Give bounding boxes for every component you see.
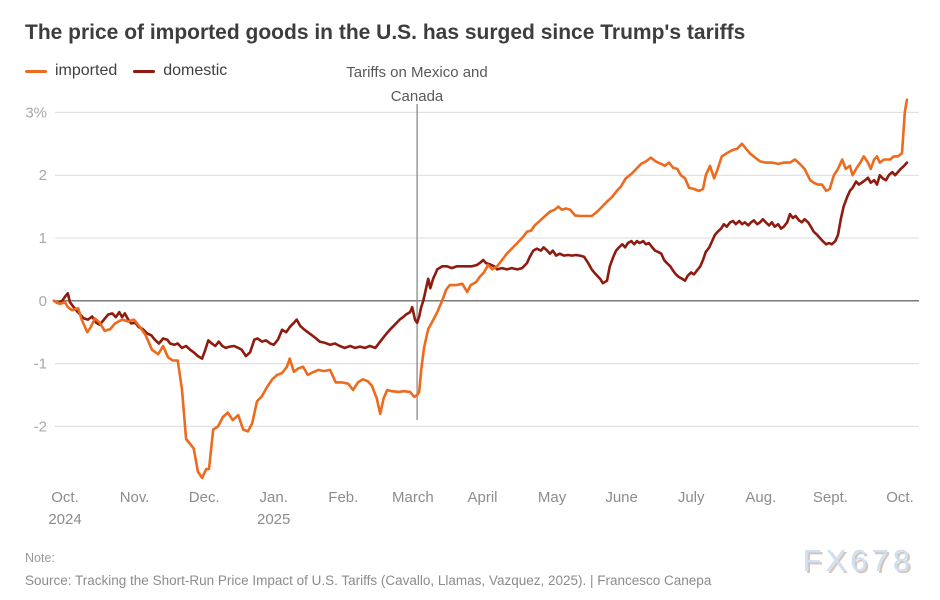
x-tick-label: Sept.	[813, 489, 848, 506]
event-annotation: Tariffs on Mexico and Canada	[297, 61, 537, 109]
imported-line-swatch	[25, 69, 47, 73]
x-tick-label: April	[467, 489, 497, 506]
x-tick-label: Jan.	[260, 489, 288, 506]
x-tick-label: June	[605, 489, 638, 506]
y-tick-label: -1	[34, 356, 47, 373]
event-annotation-line2: Canada	[390, 88, 444, 105]
y-tick-label: 1	[39, 230, 47, 247]
x-tick-label: Oct.	[886, 489, 914, 506]
legend-item-imported: imported	[25, 62, 117, 80]
gridlines	[55, 111, 919, 427]
note-label: Note:	[25, 551, 55, 565]
legend-label-imported: imported	[55, 62, 118, 79]
x-tick-label: Feb.	[328, 489, 358, 506]
event-annotation-line1: Tariffs on Mexico and	[346, 64, 488, 81]
series-lines	[52, 98, 909, 480]
y-tick-label: 3%	[25, 104, 47, 121]
x-tick-year-label: 2025	[257, 511, 290, 528]
y-tick-label: 2	[39, 167, 47, 184]
x-tick-label: March	[392, 489, 434, 506]
x-tick-label: Oct.	[51, 489, 79, 506]
watermark: FX678	[802, 543, 914, 578]
legend-item-domestic: domestic	[133, 62, 227, 80]
legend-label-domestic: domestic	[163, 62, 228, 79]
imported-line	[52, 98, 909, 480]
source-text: Source: Tracking the Short-Run Price Imp…	[25, 573, 712, 588]
x-axis-labels: Oct. 2024 Nov. Dec. Jan. 2025 Feb. March April Ma…	[48, 489, 913, 528]
x-tick-label: Nov.	[120, 489, 150, 506]
y-tick-label: -2	[34, 418, 47, 435]
x-tick-year-label: 2024	[48, 511, 81, 528]
x-tick-label: Aug.	[745, 489, 776, 506]
x-tick-label: May	[538, 489, 567, 506]
x-tick-label: Dec.	[189, 489, 220, 506]
domestic-line-swatch	[133, 69, 156, 73]
legend: imported domestic	[25, 62, 227, 80]
x-tick-label: July	[678, 489, 705, 506]
y-axis-labels: 3% 2 1 0 -1 -2	[25, 104, 47, 435]
page-title: The price of imported goods in the U.S. …	[25, 21, 746, 45]
domestic-line	[52, 161, 909, 360]
y-tick-label: 0	[39, 293, 47, 310]
